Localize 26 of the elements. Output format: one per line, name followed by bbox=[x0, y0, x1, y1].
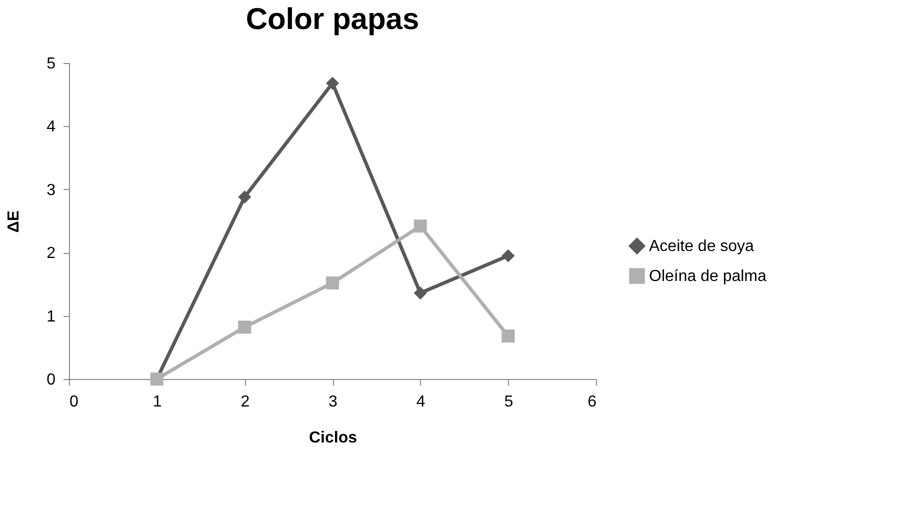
x-tick-label: 0 bbox=[70, 394, 78, 410]
x-tick-label: 4 bbox=[416, 394, 426, 410]
point bbox=[326, 276, 340, 290]
point bbox=[238, 190, 252, 204]
point bbox=[414, 220, 427, 233]
point bbox=[414, 286, 427, 300]
y-tick-label: 2 bbox=[46, 245, 56, 262]
legend-label: Aceite de soya bbox=[649, 238, 754, 255]
y-tick-label: 3 bbox=[46, 182, 56, 199]
point bbox=[502, 249, 515, 262]
point bbox=[238, 320, 252, 334]
x-tick-label: 3 bbox=[328, 394, 338, 410]
legend-label: Oleína de palma bbox=[649, 268, 767, 285]
x-axis-title: Ciclos bbox=[308, 430, 358, 446]
y-tick-label: 5 bbox=[46, 56, 56, 72]
x-tick-label: 1 bbox=[152, 394, 162, 410]
y-axis-title: ΔE bbox=[6, 210, 23, 233]
y-tick-label: 0 bbox=[46, 372, 56, 388]
point bbox=[326, 76, 340, 90]
chart-title: Color papas bbox=[246, 3, 420, 36]
point bbox=[502, 330, 515, 343]
y-tick-label: 4 bbox=[46, 118, 56, 136]
x-tick-label: 6 bbox=[588, 394, 597, 410]
y-tick-label: 1 bbox=[46, 308, 56, 326]
x-tick-label: 2 bbox=[240, 394, 250, 410]
x-tick-label: 5 bbox=[504, 394, 514, 410]
